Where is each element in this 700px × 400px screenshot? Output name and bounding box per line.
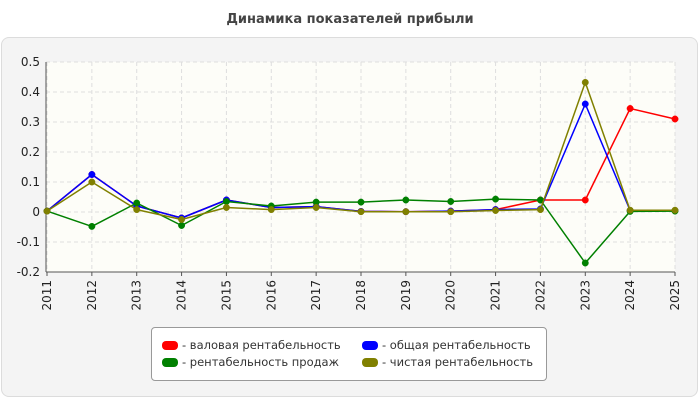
data-point-series-4 (267, 206, 275, 214)
data-point-series-4 (178, 216, 186, 223)
x-tick-label: 2018 (354, 280, 368, 311)
legend-swatch (362, 357, 378, 367)
legend-swatch (162, 357, 178, 367)
data-point-series-4 (402, 208, 410, 216)
legend: - валовая рентабельность - общая рентабе… (151, 327, 547, 381)
x-tick-label: 2017 (309, 280, 323, 311)
data-point-series-4 (447, 208, 455, 216)
data-point-series-3 (581, 259, 589, 267)
data-point-series-4 (133, 206, 141, 214)
chart-title: Динамика показателей прибыли (226, 12, 474, 27)
legend-label: - чистая рентабельность (382, 355, 534, 369)
x-tick-label: 2025 (668, 280, 682, 311)
y-tick-label: -0.2 (17, 265, 40, 279)
legend-swatch (362, 340, 378, 350)
x-tick-label: 2021 (489, 280, 503, 311)
data-point-series-4 (671, 206, 679, 214)
data-point-series-3 (492, 195, 500, 203)
x-tick-label: 2022 (533, 280, 547, 311)
y-tick-label: 0.3 (21, 115, 40, 129)
y-tick-label: 0.5 (21, 55, 40, 69)
data-point-series-4 (581, 78, 589, 86)
data-point-series-1 (626, 105, 634, 112)
data-point-series-2 (581, 100, 589, 108)
x-tick-label: 2023 (578, 280, 592, 311)
legend-item-gross-margin: - валовая рентабельность (162, 337, 341, 353)
data-point-series-1 (581, 196, 589, 204)
y-tick-label: 0 (32, 205, 40, 219)
data-point-series-3 (133, 199, 141, 207)
x-tick-label: 2019 (399, 280, 413, 311)
y-tick-label: 0.2 (21, 145, 40, 159)
y-tick-label: -0.1 (17, 235, 40, 249)
data-point-series-1 (671, 115, 679, 123)
data-point-series-4 (626, 206, 634, 214)
data-point-series-4 (312, 204, 320, 211)
x-tick-label: 2013 (130, 280, 144, 311)
data-point-series-2 (88, 171, 96, 178)
data-point-series-4 (43, 207, 51, 215)
x-tick-label: 2011 (40, 280, 54, 311)
data-point-series-4 (222, 204, 230, 211)
legend-item-net-margin: - чистая рентабельность (362, 354, 533, 370)
legend-item-total-margin: - общая рентабельность (362, 337, 531, 353)
data-point-series-3 (357, 198, 365, 206)
legend-item-sales-margin: - рентабельность продаж (162, 354, 339, 370)
x-tick-label: 2012 (85, 280, 99, 311)
x-tick-label: 2020 (444, 280, 458, 311)
x-tick-label: 2015 (219, 280, 233, 311)
data-point-series-3 (447, 198, 455, 205)
x-tick-label: 2014 (175, 280, 189, 311)
data-point-series-3 (88, 222, 96, 230)
y-tick-label: 0.1 (21, 175, 40, 189)
legend-label: - валовая рентабельность (182, 338, 341, 352)
data-point-series-3 (178, 222, 186, 229)
data-point-series-3 (222, 198, 230, 205)
data-point-series-4 (357, 208, 365, 216)
x-tick-label: 2016 (264, 280, 278, 311)
data-point-series-4 (88, 178, 96, 186)
data-point-series-4 (492, 207, 500, 214)
x-tick-label: 2024 (623, 280, 637, 311)
data-point-series-4 (536, 206, 544, 214)
legend-swatch (162, 340, 178, 350)
data-point-series-3 (402, 196, 410, 204)
legend-label: - рентабельность продаж (182, 355, 339, 369)
legend-label: - общая рентабельность (382, 338, 531, 352)
y-tick-label: 0.4 (21, 85, 40, 99)
